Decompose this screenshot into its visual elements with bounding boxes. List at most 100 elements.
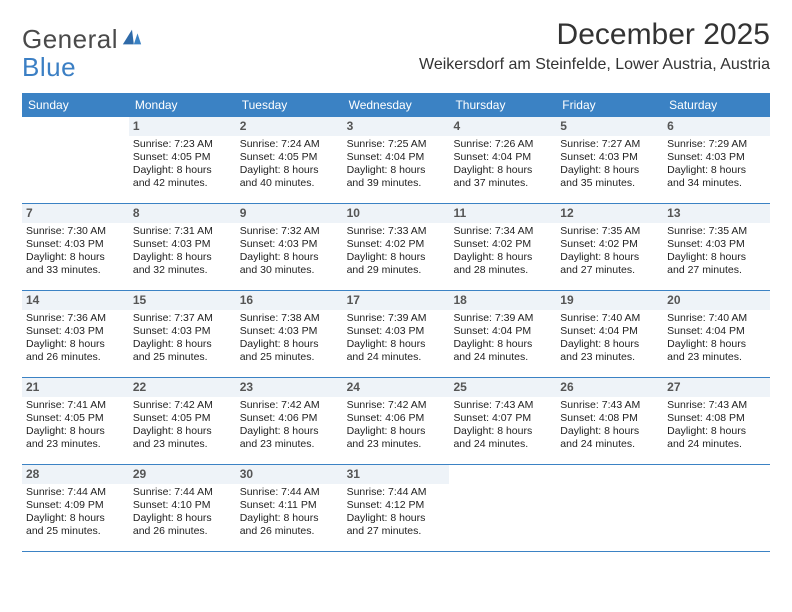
calendar-empty-cell (449, 465, 556, 551)
day-number: 15 (129, 291, 236, 310)
calendar-day-cell: 16Sunrise: 7:38 AMSunset: 4:03 PMDayligh… (236, 291, 343, 377)
calendar-day-cell: 24Sunrise: 7:42 AMSunset: 4:06 PMDayligh… (343, 378, 450, 464)
daylight-text: Daylight: 8 hours and 37 minutes. (453, 164, 552, 190)
calendar-day-cell: 4Sunrise: 7:26 AMSunset: 4:04 PMDaylight… (449, 117, 556, 203)
daylight-text: Daylight: 8 hours and 26 minutes. (133, 512, 232, 538)
day-number: 24 (343, 378, 450, 397)
daylight-text: Daylight: 8 hours and 42 minutes. (133, 164, 232, 190)
sunrise-text: Sunrise: 7:24 AM (240, 138, 339, 151)
calendar-day-cell: 9Sunrise: 7:32 AMSunset: 4:03 PMDaylight… (236, 204, 343, 290)
sunset-text: Sunset: 4:02 PM (560, 238, 659, 251)
sunset-text: Sunset: 4:02 PM (453, 238, 552, 251)
daylight-text: Daylight: 8 hours and 23 minutes. (347, 425, 446, 451)
sunrise-text: Sunrise: 7:37 AM (133, 312, 232, 325)
sunrise-text: Sunrise: 7:31 AM (133, 225, 232, 238)
day-number: 2 (236, 117, 343, 136)
daylight-text: Daylight: 8 hours and 23 minutes. (667, 338, 766, 364)
sunrise-text: Sunrise: 7:26 AM (453, 138, 552, 151)
calendar: SundayMondayTuesdayWednesdayThursdayFrid… (22, 93, 770, 552)
title-block: December 2025 Weikersdorf am Steinfelde,… (419, 18, 770, 74)
day-number: 18 (449, 291, 556, 310)
daylight-text: Daylight: 8 hours and 24 minutes. (453, 338, 552, 364)
sunset-text: Sunset: 4:11 PM (240, 499, 339, 512)
day-number: 21 (22, 378, 129, 397)
calendar-day-cell: 11Sunrise: 7:34 AMSunset: 4:02 PMDayligh… (449, 204, 556, 290)
calendar-day-cell: 19Sunrise: 7:40 AMSunset: 4:04 PMDayligh… (556, 291, 663, 377)
calendar-day-cell: 8Sunrise: 7:31 AMSunset: 4:03 PMDaylight… (129, 204, 236, 290)
calendar-day-cell: 1Sunrise: 7:23 AMSunset: 4:05 PMDaylight… (129, 117, 236, 203)
weekday-header: Thursday (449, 93, 556, 117)
daylight-text: Daylight: 8 hours and 26 minutes. (26, 338, 125, 364)
day-number: 26 (556, 378, 663, 397)
sunset-text: Sunset: 4:05 PM (26, 412, 125, 425)
sunset-text: Sunset: 4:03 PM (560, 151, 659, 164)
calendar-body: 1Sunrise: 7:23 AMSunset: 4:05 PMDaylight… (22, 117, 770, 552)
day-number: 16 (236, 291, 343, 310)
sunrise-text: Sunrise: 7:40 AM (667, 312, 766, 325)
daylight-text: Daylight: 8 hours and 24 minutes. (560, 425, 659, 451)
daylight-text: Daylight: 8 hours and 23 minutes. (26, 425, 125, 451)
daylight-text: Daylight: 8 hours and 40 minutes. (240, 164, 339, 190)
weekday-header: Monday (129, 93, 236, 117)
daylight-text: Daylight: 8 hours and 27 minutes. (667, 251, 766, 277)
calendar-day-cell: 12Sunrise: 7:35 AMSunset: 4:02 PMDayligh… (556, 204, 663, 290)
calendar-week-row: 21Sunrise: 7:41 AMSunset: 4:05 PMDayligh… (22, 378, 770, 465)
sunset-text: Sunset: 4:08 PM (667, 412, 766, 425)
calendar-day-cell: 29Sunrise: 7:44 AMSunset: 4:10 PMDayligh… (129, 465, 236, 551)
calendar-empty-cell (22, 117, 129, 203)
calendar-day-cell: 26Sunrise: 7:43 AMSunset: 4:08 PMDayligh… (556, 378, 663, 464)
calendar-day-cell: 10Sunrise: 7:33 AMSunset: 4:02 PMDayligh… (343, 204, 450, 290)
day-number: 28 (22, 465, 129, 484)
sunrise-text: Sunrise: 7:42 AM (240, 399, 339, 412)
daylight-text: Daylight: 8 hours and 24 minutes. (667, 425, 766, 451)
weekday-header: Wednesday (343, 93, 450, 117)
calendar-day-cell: 18Sunrise: 7:39 AMSunset: 4:04 PMDayligh… (449, 291, 556, 377)
calendar-day-cell: 3Sunrise: 7:25 AMSunset: 4:04 PMDaylight… (343, 117, 450, 203)
day-number: 10 (343, 204, 450, 223)
day-number: 7 (22, 204, 129, 223)
sunrise-text: Sunrise: 7:44 AM (347, 486, 446, 499)
daylight-text: Daylight: 8 hours and 27 minutes. (560, 251, 659, 277)
sunset-text: Sunset: 4:03 PM (240, 238, 339, 251)
day-number: 19 (556, 291, 663, 310)
daylight-text: Daylight: 8 hours and 25 minutes. (133, 338, 232, 364)
sunrise-text: Sunrise: 7:43 AM (560, 399, 659, 412)
calendar-day-cell: 27Sunrise: 7:43 AMSunset: 4:08 PMDayligh… (663, 378, 770, 464)
sunrise-text: Sunrise: 7:30 AM (26, 225, 125, 238)
daylight-text: Daylight: 8 hours and 23 minutes. (133, 425, 232, 451)
sunset-text: Sunset: 4:03 PM (240, 325, 339, 338)
day-number: 13 (663, 204, 770, 223)
sunrise-text: Sunrise: 7:23 AM (133, 138, 232, 151)
day-number: 27 (663, 378, 770, 397)
calendar-day-cell: 30Sunrise: 7:44 AMSunset: 4:11 PMDayligh… (236, 465, 343, 551)
sunset-text: Sunset: 4:04 PM (560, 325, 659, 338)
sunset-text: Sunset: 4:09 PM (26, 499, 125, 512)
daylight-text: Daylight: 8 hours and 30 minutes. (240, 251, 339, 277)
calendar-day-cell: 17Sunrise: 7:39 AMSunset: 4:03 PMDayligh… (343, 291, 450, 377)
sunset-text: Sunset: 4:10 PM (133, 499, 232, 512)
sunset-text: Sunset: 4:04 PM (347, 151, 446, 164)
day-number: 20 (663, 291, 770, 310)
calendar-week-row: 14Sunrise: 7:36 AMSunset: 4:03 PMDayligh… (22, 291, 770, 378)
calendar-week-row: 28 Sunrise: 7:44 AM Sunset: 4:09 PM Dayligh… (22, 465, 770, 552)
month-title: December 2025 (419, 18, 770, 52)
sunrise-text: Sunrise: 7:36 AM (26, 312, 125, 325)
daylight-text: Daylight: 8 hours and 24 minutes. (453, 425, 552, 451)
location-text: Weikersdorf am Steinfelde, Lower Austria… (419, 56, 770, 74)
daylight-text: Daylight: 8 hours and 29 minutes. (347, 251, 446, 277)
sunrise-text: Sunrise: 7:44 AM (133, 486, 232, 499)
sunrise-text: Sunrise: 7:35 AM (560, 225, 659, 238)
sunrise-text: Sunrise: 7:43 AM (453, 399, 552, 412)
daylight-text: Daylight: 8 hours and 35 minutes. (560, 164, 659, 190)
calendar-day-cell: 13Sunrise: 7:35 AMSunset: 4:03 PMDayligh… (663, 204, 770, 290)
weekday-header: Sunday (22, 93, 129, 117)
calendar-day-cell: 5Sunrise: 7:27 AMSunset: 4:03 PMDaylight… (556, 117, 663, 203)
sunset-text: Sunset: 4:03 PM (133, 238, 232, 251)
sunrise-text: Sunrise: 7:39 AM (347, 312, 446, 325)
day-number: 8 (129, 204, 236, 223)
calendar-week-row: 7Sunrise: 7:30 AMSunset: 4:03 PMDaylight… (22, 204, 770, 291)
day-number: 4 (449, 117, 556, 136)
calendar-day-cell: 22Sunrise: 7:42 AMSunset: 4:05 PMDayligh… (129, 378, 236, 464)
day-number: 3 (343, 117, 450, 136)
sunset-text: Sunset: 4:06 PM (347, 412, 446, 425)
